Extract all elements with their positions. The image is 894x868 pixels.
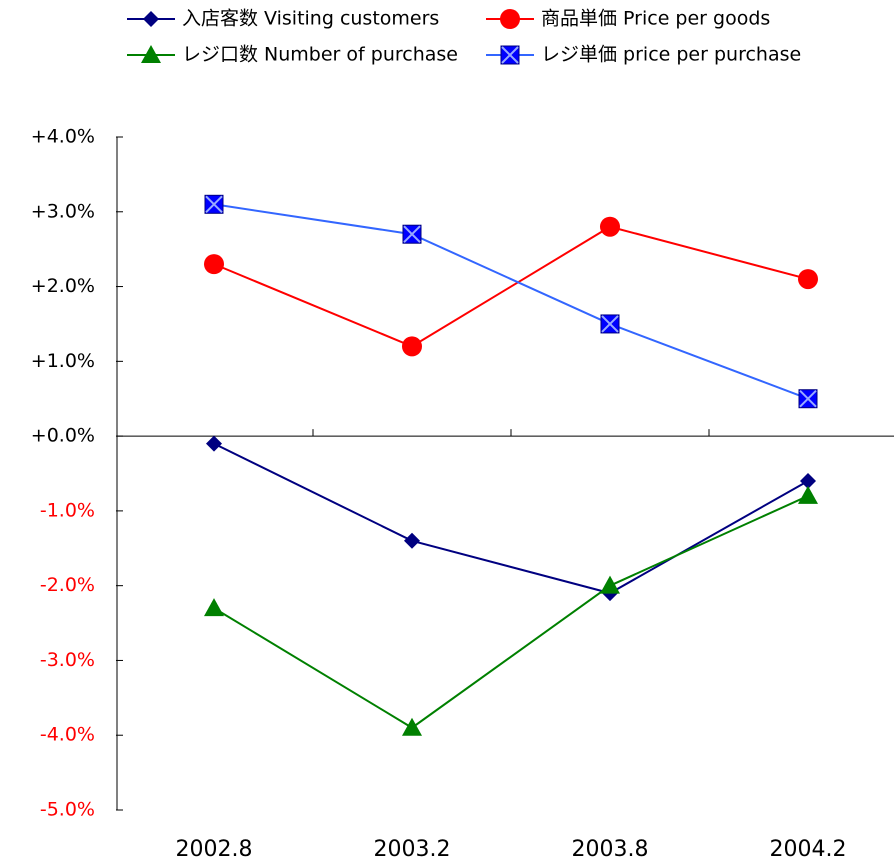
marker-shape [204, 598, 224, 617]
marker [600, 314, 620, 334]
marker [402, 336, 422, 357]
marker-shape [404, 532, 420, 549]
marker-shape [141, 45, 161, 63]
marker-shape [205, 195, 223, 214]
y-tick-label: +1.0% [31, 350, 95, 372]
y-tick-label: -4.0% [40, 724, 95, 746]
y-tick-label: +2.0% [31, 275, 95, 297]
legend-item: レジ口数 Number of purchase [127, 44, 458, 66]
marker-shape [501, 46, 519, 64]
marker [143, 11, 159, 27]
y-tick-label: -1.0% [40, 499, 95, 521]
legend-item: 商品単価 Price per goods [486, 8, 770, 30]
marker [402, 224, 422, 244]
y-tick-label: -3.0% [40, 649, 95, 671]
y-tick-label: -5.0% [40, 799, 95, 821]
marker-shape [600, 575, 620, 594]
y-tick-label: +0.0% [31, 425, 95, 447]
series-line [213, 225, 809, 348]
legend-item: 入店客数 Visiting customers [127, 8, 439, 30]
legend-item: レジ単価 price per purchase [486, 44, 801, 66]
marker [204, 598, 224, 617]
marker [600, 575, 620, 594]
legend-label: レジ口数 Number of purchase [182, 44, 458, 66]
marker-shape [799, 390, 817, 408]
marker-shape [798, 269, 818, 290]
marker [798, 485, 818, 504]
marker [500, 9, 520, 29]
series-line [213, 442, 809, 595]
marker-shape [402, 717, 422, 736]
marker [600, 216, 620, 237]
legend-label: 入店客数 Visiting customers [182, 8, 439, 30]
y-tick-label: +4.0% [31, 126, 95, 148]
x-tick-label: 2003.8 [572, 837, 649, 862]
marker [404, 532, 420, 549]
marker-shape [402, 336, 422, 357]
y-tick-label: +3.0% [31, 200, 95, 222]
marker [500, 45, 520, 65]
x-tick-label: 2004.2 [770, 837, 847, 862]
legend-label: レジ単価 price per purchase [541, 44, 801, 66]
x-tick-label: 2003.2 [374, 837, 451, 862]
marker-shape [403, 225, 421, 243]
y-tick-label: -2.0% [40, 574, 95, 596]
marker [798, 389, 818, 409]
marker-shape [204, 254, 224, 275]
marker-shape [800, 472, 816, 489]
x-tick-label: 2002.8 [176, 837, 253, 862]
marker-shape [798, 485, 818, 504]
marker-shape [600, 216, 620, 237]
marker [141, 45, 161, 63]
marker-shape [206, 435, 222, 452]
marker-shape [601, 315, 619, 333]
marker [798, 269, 818, 290]
marker [800, 472, 816, 489]
marker [204, 254, 224, 275]
series-line [213, 203, 809, 400]
marker-shape [143, 11, 159, 27]
marker [402, 717, 422, 736]
series-line [213, 495, 809, 729]
marker [206, 435, 222, 452]
legend-label: 商品単価 Price per goods [541, 8, 770, 30]
marker-shape [500, 9, 520, 29]
marker [204, 194, 224, 214]
